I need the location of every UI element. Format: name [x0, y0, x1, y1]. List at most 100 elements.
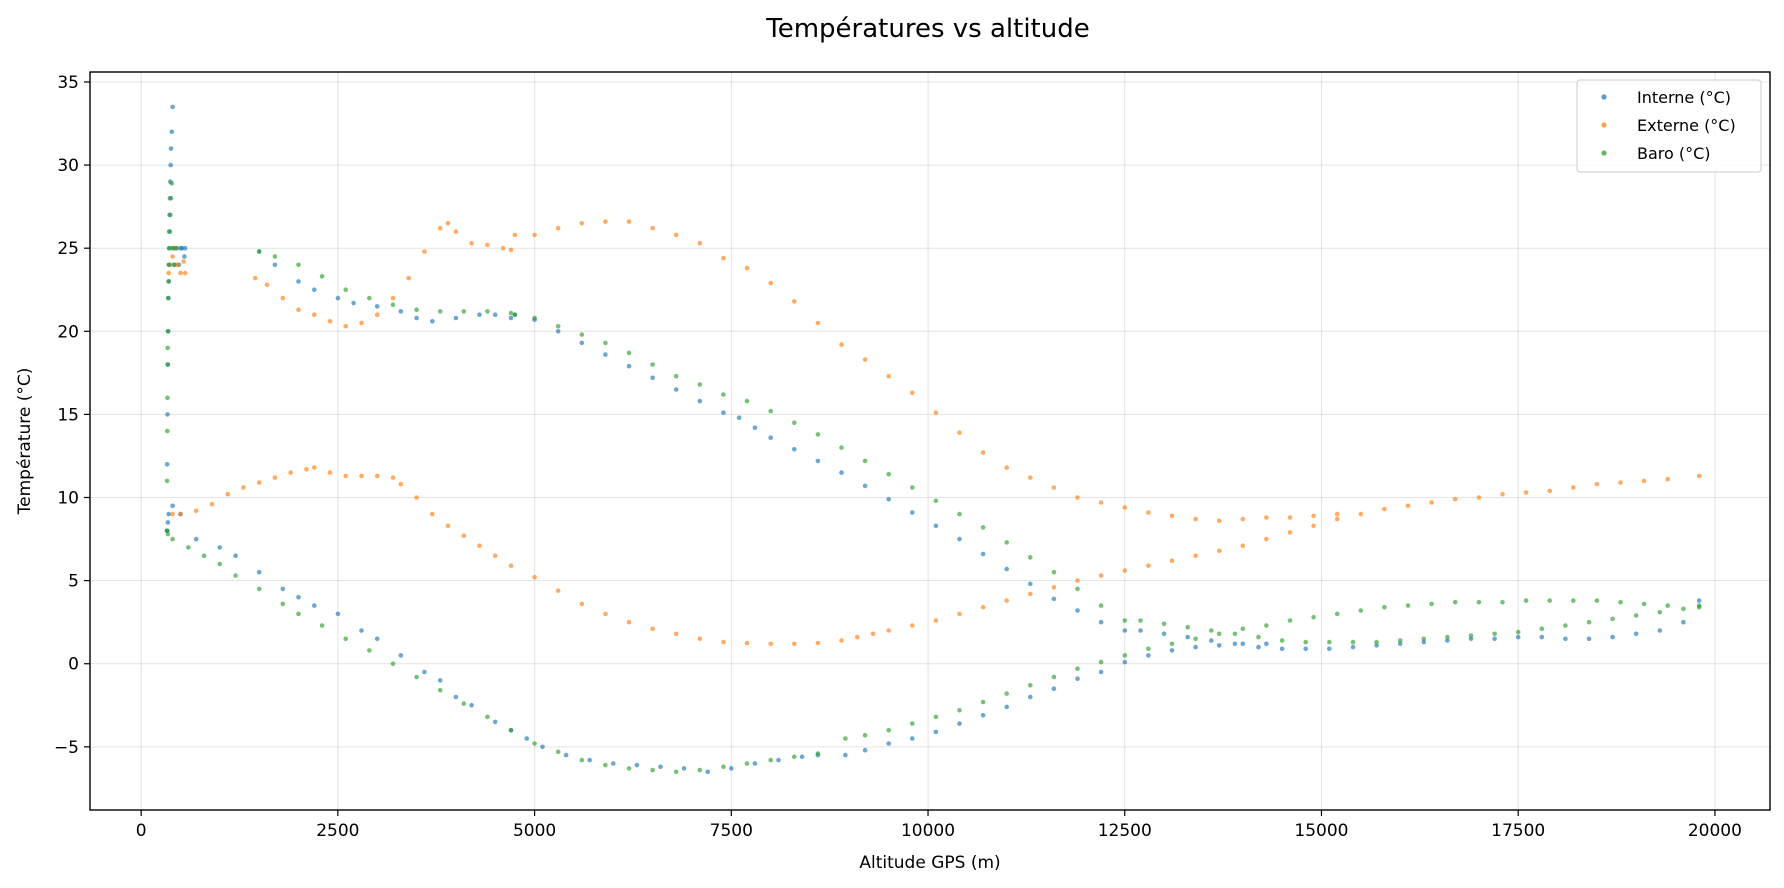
point: [1633, 631, 1639, 637]
point: [532, 741, 537, 746]
point: [1563, 623, 1568, 628]
point: [862, 458, 868, 464]
point: [1051, 596, 1057, 602]
point: [729, 766, 734, 771]
point: [272, 475, 278, 480]
point: [744, 398, 750, 404]
point: [209, 501, 215, 507]
point: [445, 221, 451, 226]
point: [1098, 669, 1104, 675]
point: [1028, 475, 1033, 480]
point: [312, 465, 317, 470]
point: [217, 545, 223, 550]
point: [500, 245, 506, 251]
point: [1681, 606, 1686, 612]
point: [1618, 480, 1623, 485]
point: [1287, 618, 1293, 623]
point: [1185, 624, 1190, 630]
point: [453, 694, 459, 700]
point: [398, 653, 404, 658]
point: [1358, 511, 1364, 517]
point: [752, 761, 758, 766]
point: [854, 634, 860, 640]
point: [1240, 641, 1246, 647]
point: [170, 511, 175, 517]
point: [792, 420, 797, 426]
point: [1256, 634, 1261, 640]
point: [398, 481, 404, 487]
point: [1586, 619, 1592, 625]
point: [1004, 465, 1009, 470]
point: [815, 458, 821, 464]
point: [1476, 599, 1482, 605]
point: [673, 631, 679, 637]
point: [1004, 704, 1009, 710]
point: [980, 713, 986, 718]
x-tick-label: 2500: [316, 821, 359, 841]
point: [910, 736, 915, 741]
point: [1476, 495, 1482, 500]
point: [1028, 694, 1033, 700]
point: [1665, 476, 1670, 482]
point: [1169, 641, 1175, 647]
point: [532, 575, 537, 580]
point: [1075, 608, 1080, 613]
point: [579, 340, 585, 346]
point: [1539, 634, 1545, 640]
point: [1122, 659, 1128, 665]
point: [508, 315, 514, 321]
point: [886, 496, 891, 502]
point: [697, 636, 703, 642]
series-1: [166, 219, 1702, 647]
point: [721, 410, 726, 416]
point: [445, 523, 451, 529]
x-tick-label: 7500: [710, 821, 753, 841]
point: [182, 270, 188, 276]
chart-title: Températures vs altitude: [765, 14, 1089, 44]
point: [886, 373, 891, 379]
point: [1004, 598, 1009, 603]
point: [736, 415, 742, 421]
x-tick-label: 5000: [513, 821, 556, 841]
point: [1327, 646, 1332, 652]
point: [168, 146, 174, 151]
point: [1075, 495, 1080, 500]
point: [697, 240, 703, 246]
point: [256, 249, 262, 254]
point: [414, 495, 419, 500]
point: [1547, 488, 1552, 494]
point: [957, 611, 962, 617]
point: [1146, 510, 1151, 515]
point: [792, 641, 797, 647]
point: [555, 225, 561, 231]
point: [414, 315, 419, 321]
point: [1216, 518, 1222, 524]
point: [165, 362, 170, 367]
y-tick-label: −5: [54, 738, 79, 758]
point: [650, 767, 655, 773]
point: [1405, 503, 1411, 509]
point: [1185, 634, 1190, 640]
point: [296, 262, 301, 268]
point: [579, 221, 585, 226]
point: [611, 761, 616, 766]
point: [1098, 619, 1104, 625]
point: [886, 727, 891, 733]
point: [233, 553, 238, 558]
point: [201, 553, 207, 558]
point: [1193, 644, 1198, 650]
point: [1334, 511, 1340, 517]
point: [843, 752, 848, 758]
point: [1216, 643, 1222, 648]
point: [1421, 639, 1427, 645]
point: [933, 618, 939, 623]
point: [165, 531, 171, 537]
point: [170, 104, 175, 110]
point: [1452, 496, 1458, 502]
point: [1161, 631, 1167, 637]
point: [603, 219, 608, 224]
point: [1681, 619, 1686, 625]
point: [1279, 638, 1285, 643]
point: [1334, 516, 1340, 522]
point: [626, 350, 632, 356]
